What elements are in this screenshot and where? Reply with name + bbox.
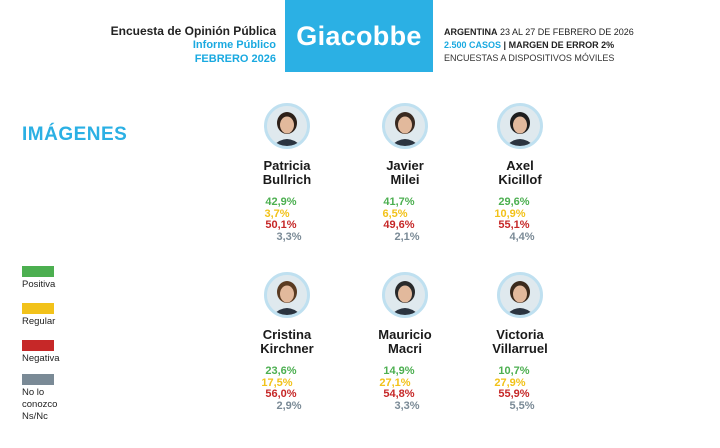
value-negative: 56,0% [265,388,297,400]
candidate-name: Javier Milei [345,159,465,187]
candidate-last-name: Macri [388,341,422,356]
candidate-card: Javier Milei 41,7% 6,5% 49,6% 2,1% [345,103,465,243]
brand-name: Giacobbe [296,20,422,51]
candidate-first-name: Cristina [262,327,312,342]
value-positive: 23,6% [265,365,297,377]
candidate-card: Axel Kicillof 29,6% 10,9% 55,1% 4,4% [460,103,580,243]
legend-swatch-unknown [22,374,54,385]
survey-country-dates: ARGENTINA 23 AL 27 DE FEBRERO DE 2026 [444,26,634,39]
value-regular: 6,5% [382,207,408,220]
candidate-first-name: Mauricio [378,327,432,342]
value-unknown: 3,3% [394,399,420,412]
value-negative: 54,8% [383,388,415,400]
candidate-card: Cristina Kirchner 23,6% 17,5% 56,0% 2,9% [227,272,347,412]
candidate-photo [382,272,428,318]
candidate-first-name: Victoria [496,327,544,342]
candidate-name: Cristina Kirchner [227,328,347,356]
survey-margin: MARGEN DE ERROR 2% [508,40,615,50]
survey-method: ENCUESTAS A DISPOSITIVOS MÓVILES [444,53,615,63]
legend-item-negative: Negativa [22,340,60,365]
candidate-card: Victoria Villarruel 10,7% 27,9% 55,9% 5,5% [460,272,580,412]
survey-dates: 23 AL 27 DE FEBRERO DE 2026 [500,27,634,37]
legend-swatch-regular [22,303,54,314]
value-unknown: 5,5% [509,399,535,412]
legend-label-regular: Regular [22,316,56,327]
candidate-values: 14,9% 27,1% 54,8% 3,3% [345,365,465,412]
value-negative: 55,9% [498,388,530,400]
value-positive: 29,6% [498,196,530,208]
brand-logo: Giacobbe [285,0,433,72]
candidate-values: 41,7% 6,5% 49,6% 2,1% [345,196,465,243]
candidate-photo [497,103,543,149]
legend-item-regular: Regular [22,303,55,328]
separator: | [503,40,507,50]
candidate-card: Patricia Bullrich 42,9% 3,7% 50,1% 3,3% [227,103,347,243]
candidate-name: Axel Kicillof [460,159,580,187]
candidate-photo [382,103,428,149]
value-regular: 27,9% [494,376,526,389]
chart-title: IMÁGENES [22,124,128,145]
value-unknown: 2,9% [276,399,302,412]
value-regular: 3,7% [264,207,290,220]
survey-cases: 2.500 CASOS [444,40,502,50]
candidate-values: 10,7% 27,9% 55,9% 5,5% [460,365,580,412]
value-positive: 42,9% [265,196,297,208]
candidate-last-name: Bullrich [262,172,312,187]
candidate-photo [264,272,310,318]
candidate-last-name: Milei [390,172,420,187]
candidate-last-name: Kirchner [260,341,314,356]
value-positive: 10,7% [498,365,530,377]
survey-title: Encuesta de Opinión Pública [110,24,276,38]
candidate-first-name: Axel [506,158,534,173]
value-positive: 14,9% [383,365,415,377]
value-positive: 41,7% [383,196,415,208]
candidate-values: 23,6% 17,5% 56,0% 2,9% [227,365,347,412]
candidate-values: 29,6% 10,9% 55,1% 4,4% [460,196,580,243]
report-period: FEBRERO 2026 [194,53,276,65]
legend-swatch-positive [22,266,54,277]
candidate-name: Patricia Bullrich [227,159,347,187]
candidate-last-name: Villarruel [492,341,548,356]
value-negative: 50,1% [265,219,297,231]
value-negative: 55,1% [498,219,530,231]
candidate-values: 42,9% 3,7% 50,1% 3,3% [227,196,347,243]
value-negative: 49,6% [383,219,415,231]
value-regular: 10,9% [494,207,526,220]
candidate-name: Mauricio Macri [345,328,465,356]
value-unknown: 2,1% [394,230,420,243]
legend-label-nsnc: Ns/Nc [22,411,48,422]
candidate-name: Victoria Villarruel [460,328,580,356]
legend-item-positive: Positiva [22,266,55,291]
value-unknown: 3,3% [276,230,302,243]
report-label: Informe Público [192,39,276,51]
survey-country: ARGENTINA [444,27,498,37]
survey-details: ARGENTINA 23 AL 27 DE FEBRERO DE 2026 2.… [444,26,634,65]
candidate-first-name: Patricia [263,158,311,173]
candidate-card: Mauricio Macri 14,9% 27,1% 54,8% 3,3% [345,272,465,412]
candidate-first-name: Javier [386,158,424,173]
legend-label-positive: Positiva [22,279,56,290]
candidate-photo [264,103,310,149]
survey-sample: 2.500 CASOS | MARGEN DE ERROR 2% [444,39,634,52]
candidate-last-name: Kicillof [498,172,542,187]
legend-label-unknown: No lo conozco [22,387,58,410]
value-unknown: 4,4% [509,230,535,243]
legend-item-unknown: No lo conozco Ns/Nc [22,374,57,423]
legend-swatch-negative [22,340,54,351]
value-regular: 17,5% [261,376,293,389]
value-regular: 27,1% [379,376,411,389]
candidate-photo [497,272,543,318]
legend-label-negative: Negativa [22,353,60,364]
survey-header: Encuesta de Opinión Pública Informe Públ… [111,24,276,66]
